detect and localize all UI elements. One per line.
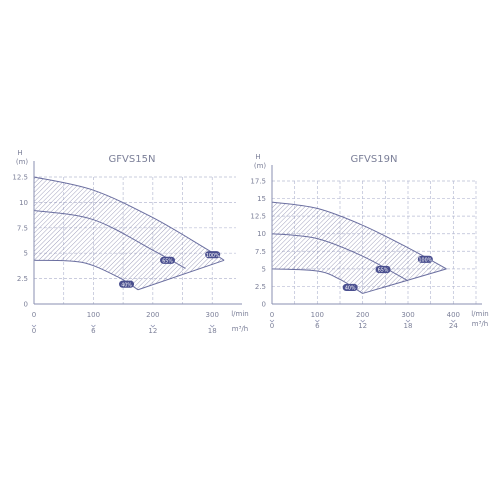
y-tick-label: 10: [19, 199, 28, 207]
y-tick-label: 5: [262, 265, 266, 273]
region-edge: [137, 259, 225, 291]
y-tick-label: 7.5: [17, 224, 28, 232]
x-tick-label: 100: [87, 311, 100, 319]
series-label-badge: [342, 283, 358, 292]
series-label-text: 40%: [121, 282, 132, 288]
x-tick-label: 300: [206, 311, 219, 319]
chart-gfvs19n: 100% 65% 40% GFVS19N H(m) l/min m³/h 0 2.5 5 7.5 10…: [250, 153, 488, 330]
chart-title: GFVS19N: [351, 154, 398, 165]
x2-tick-label: 24: [449, 322, 458, 330]
series-label-100pct: 100%: [417, 255, 433, 263]
x-tick-label: 300: [401, 311, 414, 319]
x-tick-label: 0: [32, 311, 36, 319]
x2-tick-label: 12: [148, 327, 157, 335]
y-tick-label: 17.5: [250, 178, 266, 186]
x-axis-label-primary: l/min: [231, 310, 249, 318]
series-label-65pct: 65%: [375, 265, 391, 274]
x2-tick-label: 18: [208, 327, 217, 335]
x-tick-label: 0: [270, 311, 274, 319]
x2-tick-label: 18: [404, 322, 413, 330]
secondary-axis-marker: [91, 324, 96, 328]
y-tick-label: 12.5: [12, 174, 28, 182]
y-tick-label: 0: [262, 301, 266, 309]
y-tick-label: 10: [257, 230, 266, 238]
y-tick-label: 12.5: [250, 213, 266, 221]
y-axis-label-unit: (m): [254, 162, 267, 170]
series-label-badge: [119, 280, 135, 288]
secondary-axis-marker: [451, 319, 456, 323]
secondary-axis-marker: [269, 319, 275, 323]
x2-tick-label: 6: [91, 327, 96, 335]
y-tick-label: 5: [24, 250, 28, 258]
operating-region: [34, 177, 225, 290]
secondary-axis-marker: [209, 324, 215, 328]
chart-gfvs15n: 100% 65% 40% GFVS15N H(m) l/min m³/h 0 2.5 5 7.5 10…: [12, 149, 248, 335]
secondary-axis-marker: [405, 319, 411, 323]
series-line-100pct: [271, 201, 447, 270]
x-axis-label-secondary: m³/h: [232, 325, 248, 333]
x-tick-label: 200: [146, 311, 159, 319]
secondary-axis-marker: [150, 324, 156, 328]
y-tick-label: 0: [24, 301, 28, 309]
y-axis-label-h: H: [17, 149, 22, 157]
secondary-axis-marker: [360, 319, 365, 323]
series-label-text: 65%: [162, 258, 173, 264]
x-tick-label: 100: [311, 311, 324, 319]
x2-tick-label: 12: [358, 322, 367, 330]
series-label-text: 100%: [418, 257, 432, 263]
series-label-text: 100%: [206, 253, 220, 259]
series-label-badge: [205, 251, 221, 259]
series-label-40pct: 40%: [342, 283, 358, 292]
region-edge: [362, 268, 447, 294]
x-tick-label: 400: [447, 311, 460, 319]
y-tick-label: 7.5: [255, 248, 266, 256]
series-label-100pct: 100%: [205, 251, 221, 259]
x2-tick-label: 0: [270, 322, 274, 330]
series-label-65pct: 65%: [160, 256, 176, 264]
x-axis-label-primary: l/min: [471, 310, 489, 318]
chart-title: GFVS15N: [109, 154, 156, 165]
series-label-badge: [160, 256, 176, 264]
x-axis-label-secondary: m³/h: [472, 320, 488, 328]
x2-tick-label: 6: [315, 322, 320, 330]
y-tick-label: 2.5: [255, 283, 266, 291]
secondary-axis-marker: [31, 324, 37, 328]
y-tick-label: 15: [257, 195, 266, 203]
y-axis-label-unit: (m): [16, 158, 29, 166]
series-label-badge: [417, 255, 433, 263]
y-tick-label: 2.5: [17, 275, 28, 283]
series-label-40pct: 40%: [119, 280, 135, 288]
series-label-text: 40%: [345, 286, 356, 292]
x2-tick-label: 0: [32, 327, 36, 335]
x-tick-label: 200: [356, 311, 369, 319]
series-label-badge: [375, 265, 391, 274]
y-axis-label-h: H: [255, 153, 260, 161]
secondary-axis-marker: [315, 319, 320, 323]
series-label-text: 65%: [378, 268, 389, 274]
